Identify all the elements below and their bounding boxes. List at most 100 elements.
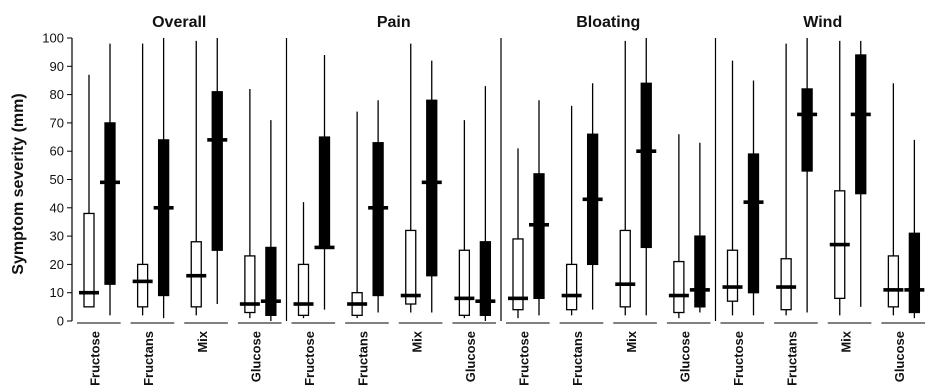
- group-glucose: Glucose: [452, 86, 496, 382]
- filled-box: [533, 173, 545, 300]
- panel-wind: Wind Fructose Fructans Mix Glucose: [714, 14, 925, 386]
- filled-box: [747, 153, 760, 294]
- filled-box-median: [368, 206, 389, 210]
- x-tick-label: Mix: [409, 330, 424, 352]
- filled-box: [479, 241, 492, 316]
- group-fructose: Fructose: [291, 54, 336, 386]
- open-box-median: [776, 285, 797, 289]
- filled-box-median: [260, 299, 281, 303]
- open-box-median: [132, 279, 153, 284]
- filled-box-median: [904, 288, 925, 292]
- filled-box: [801, 88, 813, 172]
- panel-pain: Pain Fructose Fructans Mix Glucose: [285, 14, 496, 386]
- open-box: [136, 263, 149, 308]
- y-axis-label: Symptom severity (mm): [10, 93, 27, 274]
- group-fructose: Fructose: [506, 100, 550, 386]
- filled-box-median: [421, 180, 442, 185]
- group-fructose: Fructose: [720, 60, 765, 386]
- open-box: [780, 258, 792, 311]
- open-box-median: [561, 293, 582, 298]
- x-tick-label: Fructans: [570, 331, 585, 386]
- panel-bloating: Bloating Fructose Fructans Mix Glucose: [500, 14, 711, 386]
- filled-box-median: [529, 222, 549, 227]
- filled-box: [908, 232, 921, 314]
- filled-box-median: [100, 180, 120, 185]
- group-fructans: Fructans: [559, 83, 604, 386]
- open-box: [726, 249, 739, 302]
- group-fructose: Fructose: [77, 43, 121, 386]
- open-box: [405, 229, 417, 305]
- filled-box: [265, 246, 277, 316]
- y-tick-label: 100: [42, 31, 64, 46]
- group-mix: Mix: [184, 38, 228, 353]
- open-box-median: [79, 290, 99, 295]
- y-tick-label: 70: [50, 115, 64, 130]
- filled-box: [426, 99, 438, 277]
- open-box-median: [454, 296, 475, 301]
- open-box: [458, 249, 471, 316]
- open-box-median: [186, 273, 207, 278]
- group-mix: Mix: [398, 43, 443, 353]
- x-tick-label: Fructans: [356, 331, 371, 386]
- y-tick-label: 20: [50, 257, 64, 272]
- filled-box-median: [475, 299, 496, 303]
- x-tick-label: Fructose: [731, 331, 746, 386]
- x-tick-label: Mix: [624, 330, 639, 352]
- open-box: [297, 263, 310, 316]
- open-box: [565, 263, 578, 311]
- group-fructans: Fructans: [774, 38, 818, 386]
- group-fructans: Fructans: [345, 100, 389, 386]
- filled-box: [211, 91, 223, 251]
- x-tick-label: Fructans: [785, 331, 800, 386]
- open-box-median: [508, 296, 528, 301]
- open-box-median: [400, 293, 421, 298]
- x-tick-label: Mix: [838, 330, 853, 352]
- open-box: [887, 255, 900, 308]
- x-tick-label: Glucose: [248, 331, 263, 382]
- axes: 0 10 20 30 40 50 60 70 80 90 100: [42, 31, 73, 329]
- filled-box: [694, 235, 706, 308]
- open-box: [512, 238, 524, 311]
- open-box: [83, 212, 95, 308]
- filled-box: [640, 82, 652, 249]
- x-tick-label: Fructose: [88, 331, 103, 386]
- filled-box-median: [689, 288, 710, 292]
- y-tick-label: 10: [50, 285, 64, 300]
- y-tick-label: 50: [50, 172, 64, 187]
- filled-box-median: [850, 112, 871, 117]
- filled-box-median: [636, 149, 657, 153]
- x-tick-label: Fructans: [141, 331, 156, 386]
- panels: Overall Fructose Fructans Mix Glucose Pain Fru…: [77, 14, 925, 386]
- x-tick-label: Mix: [195, 330, 210, 352]
- group-glucose: Glucose: [666, 134, 711, 382]
- y-tick-label: 80: [50, 87, 64, 102]
- filled-box-median: [314, 245, 335, 250]
- y-tick-label: 60: [50, 144, 64, 159]
- panel-title: Bloating: [576, 14, 640, 31]
- x-tick-label: Glucose: [892, 331, 907, 382]
- y-tick-label: 40: [50, 200, 64, 215]
- filled-box-median: [153, 206, 174, 210]
- filled-box-median: [797, 112, 818, 117]
- x-tick-label: Fructose: [517, 331, 532, 386]
- open-box-median: [722, 285, 743, 289]
- group-mix: Mix: [827, 40, 872, 353]
- open-box-median: [347, 302, 368, 306]
- filled-box: [855, 54, 867, 195]
- open-box: [244, 255, 256, 314]
- x-tick-label: Glucose: [677, 331, 692, 382]
- filled-box-median: [207, 138, 228, 142]
- x-tick-label: Fructose: [302, 331, 317, 386]
- filled-box-median: [743, 200, 764, 204]
- open-box: [673, 260, 685, 314]
- panel-title: Overall: [152, 14, 206, 31]
- open-box-median: [829, 242, 850, 247]
- group-fructans: Fructans: [130, 38, 175, 386]
- open-box-median: [668, 293, 689, 298]
- open-box-median: [239, 302, 260, 306]
- panel-title: Wind: [803, 14, 842, 31]
- filled-box: [318, 136, 331, 249]
- open-box: [619, 229, 631, 308]
- open-box-median: [293, 302, 314, 306]
- open-box-median: [615, 282, 636, 287]
